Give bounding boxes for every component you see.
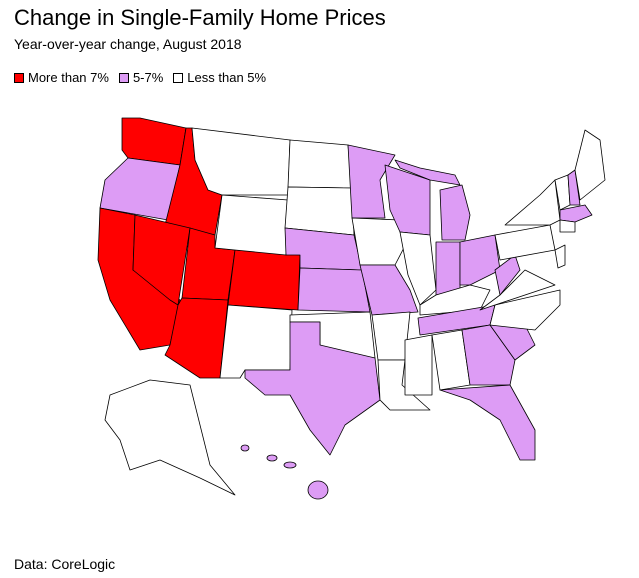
state: [504, 179, 561, 226]
state: [394, 159, 461, 186]
legend-item: 5-7%: [118, 70, 164, 85]
state: [266, 454, 278, 462]
state: [574, 129, 606, 201]
state: [489, 289, 561, 331]
source: Data: CoreLogic: [14, 556, 116, 572]
legend-swatch: [173, 72, 184, 83]
state: [371, 311, 411, 361]
legend-label: Less than 5%: [187, 70, 267, 85]
state: [164, 297, 229, 379]
state: [399, 231, 437, 306]
state: [104, 379, 236, 496]
state: [240, 444, 250, 452]
legend: More than 7% 5-7% Less than 5%: [14, 70, 266, 85]
state: [554, 244, 566, 269]
state: [132, 214, 191, 306]
state: [559, 204, 593, 223]
state: [347, 144, 396, 219]
state: [297, 267, 371, 313]
state: [307, 480, 329, 500]
state: [479, 269, 556, 311]
state: [567, 169, 581, 206]
legend-label: 5-7%: [132, 70, 164, 85]
legend-swatch: [118, 72, 129, 83]
legend-item: Less than 5%: [173, 70, 266, 85]
state: [439, 184, 471, 241]
state: [191, 127, 291, 196]
state: [419, 284, 491, 316]
legend-item: More than 7%: [14, 70, 109, 85]
state: [494, 254, 521, 296]
legend-swatch: [14, 72, 24, 83]
state: [494, 224, 556, 261]
state: [459, 234, 501, 286]
state: [351, 217, 409, 266]
state: [244, 321, 381, 456]
state: [214, 194, 289, 256]
state: [227, 249, 301, 311]
state: [461, 324, 516, 386]
state: [283, 461, 297, 469]
state: [287, 139, 353, 189]
state: [359, 264, 419, 316]
subtitle: Year-over-year change, August 2018: [14, 36, 242, 52]
legend-label: More than 7%: [28, 70, 109, 85]
state: [559, 219, 576, 233]
title: Change in Single-Family Home Prices: [14, 5, 386, 30]
state: [121, 117, 187, 166]
state: [219, 304, 293, 379]
state: [99, 157, 181, 221]
state: [439, 384, 536, 461]
state: [404, 334, 433, 396]
state: [435, 241, 461, 296]
state: [284, 186, 355, 236]
